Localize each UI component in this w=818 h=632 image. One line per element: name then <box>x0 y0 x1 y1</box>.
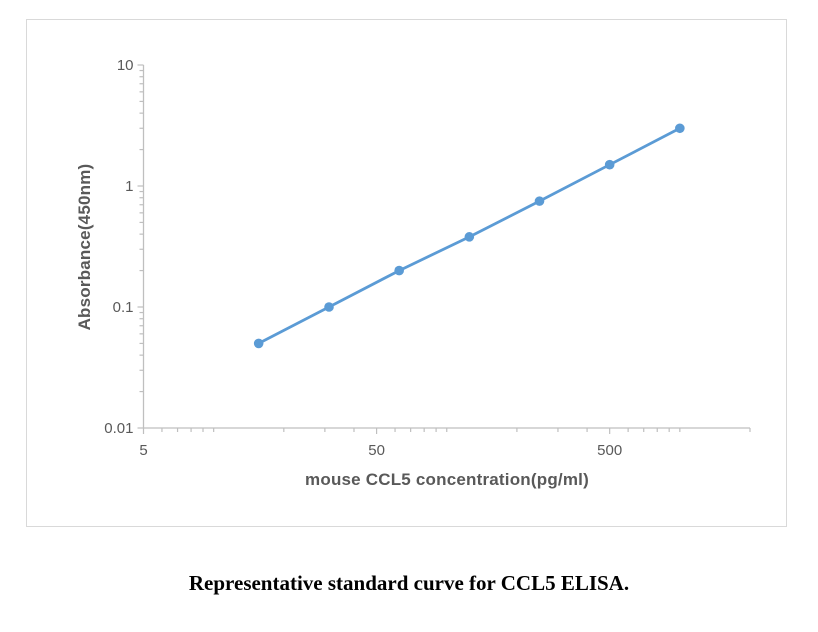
x-axis-title: mouse CCL5 concentration(pg/ml) <box>305 470 589 489</box>
data-point <box>324 302 334 312</box>
x-tick-label: 5 <box>139 442 147 459</box>
chart-frame <box>26 19 787 527</box>
data-point <box>675 123 685 134</box>
data-point <box>253 338 264 349</box>
x-tick-label: 50 <box>368 442 385 459</box>
y-axis-title: Absorbance(450nm) <box>75 163 94 331</box>
data-point <box>534 196 545 206</box>
figure-caption: Representative standard curve for CCL5 E… <box>188 571 630 595</box>
y-tick-label: 0.01 <box>104 420 133 437</box>
y-tick-label: 1 <box>125 178 133 195</box>
data-point <box>604 159 615 170</box>
data-point <box>464 232 475 242</box>
data-point <box>394 265 404 276</box>
x-tick-label: 500 <box>597 442 622 459</box>
y-tick-label: 10 <box>117 57 134 74</box>
y-tick-label: 0.1 <box>113 299 134 316</box>
